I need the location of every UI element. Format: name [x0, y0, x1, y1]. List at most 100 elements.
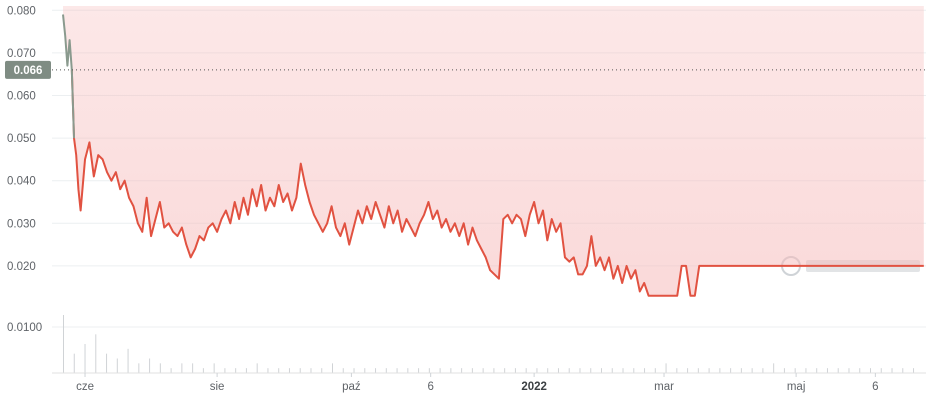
y-tick-label: 0.040 — [7, 176, 36, 188]
volume-bar — [902, 368, 904, 373]
y-axis: 0.080 0.070 0.060 0.050 0.040 0.030 0.020 0.010… — [7, 5, 42, 334]
volume-bar — [213, 363, 215, 373]
price-line-main — [70, 69, 924, 297]
volume-bar — [611, 368, 613, 373]
volume-bar — [235, 368, 237, 373]
y-tick-label: 0.030 — [7, 218, 36, 230]
volume-bar — [170, 368, 172, 373]
volume-bar — [568, 368, 570, 373]
volume-bar — [816, 368, 818, 373]
volume-bar — [106, 353, 108, 373]
y-tick-label: 0.020 — [7, 261, 36, 273]
volume-bar — [73, 353, 75, 373]
volume-bar — [708, 368, 710, 373]
volume-bar — [256, 363, 258, 373]
volume-bar — [450, 368, 452, 373]
volume-tick-label: 0.0100 — [7, 322, 42, 334]
volume-bar — [783, 368, 785, 373]
volume-bar — [826, 368, 828, 373]
volume-bar — [557, 368, 559, 373]
volume-bar — [762, 368, 764, 373]
volume-bar — [224, 368, 226, 373]
y-tick-label: 0.070 — [7, 48, 36, 60]
volume-bar — [418, 368, 420, 373]
volume-bar — [396, 368, 398, 373]
volume-bar — [310, 368, 312, 373]
volume-bar — [579, 368, 581, 373]
volume-bar — [245, 368, 247, 373]
volume-bar — [525, 368, 527, 373]
volume-bar — [644, 368, 646, 373]
volume-bar — [913, 368, 915, 373]
volume-bar — [138, 363, 140, 373]
volume-bar — [514, 368, 516, 373]
volume-bar — [321, 368, 323, 373]
x-tick-label: cze — [76, 381, 94, 393]
volume-bar — [192, 363, 194, 373]
y-tick-label: 0.050 — [7, 133, 36, 145]
volume-bar — [471, 368, 473, 373]
volume-bar — [482, 368, 484, 373]
x-tick-label: mar — [654, 381, 674, 393]
volume-bar — [665, 363, 667, 373]
volume-bar — [676, 368, 678, 373]
volume-bar — [654, 368, 656, 373]
volume-bar — [773, 363, 775, 373]
volume-bar — [332, 363, 334, 373]
volume-bar — [159, 363, 161, 373]
volume-bar — [299, 368, 301, 373]
price-line-early — [62, 14, 76, 139]
volume-bar — [407, 368, 409, 373]
volume-bar — [730, 368, 732, 373]
volume-bar — [342, 368, 344, 373]
y-tick-label: 0.060 — [7, 90, 36, 102]
volume-bar — [880, 368, 882, 373]
volume-bar — [805, 368, 807, 373]
volume-bar — [116, 358, 118, 373]
volume-bar — [740, 368, 742, 373]
volume-bar — [697, 368, 699, 373]
volume-bar — [149, 358, 151, 373]
volume-bar — [590, 368, 592, 373]
volume-bar — [601, 368, 603, 373]
volume-bar — [547, 368, 549, 373]
volume-bar — [719, 368, 721, 373]
price-area — [63, 6, 924, 296]
volume-bar — [891, 368, 893, 373]
x-tick-label: paź — [342, 381, 361, 393]
volume-bar — [202, 368, 204, 373]
volume-bar — [751, 368, 753, 373]
volume-bar — [794, 368, 796, 373]
volume-bar — [181, 363, 183, 373]
volume-bar — [859, 368, 861, 373]
x-axis: cze sie paź 6 2022 mar maj 6 — [52, 372, 926, 393]
current-price-label: 0.066 — [14, 65, 43, 77]
volume-bar — [267, 368, 269, 373]
x-tick-label: 2022 — [521, 381, 547, 393]
volume-bar — [622, 368, 624, 373]
x-tick-label: 6 — [872, 381, 878, 393]
volume-bar — [375, 368, 377, 373]
volume-bar — [288, 368, 290, 373]
volume-bar — [461, 368, 463, 373]
volume-bar — [837, 368, 839, 373]
current-price-badge-bg — [5, 60, 51, 79]
x-tick-label: maj — [787, 381, 806, 393]
volume-bar — [63, 315, 65, 373]
volume-bar — [428, 368, 430, 373]
current-price-badge: 0.066 — [5, 60, 51, 79]
x-tick-label: sie — [210, 381, 225, 393]
price-line — [52, 14, 926, 297]
y-tick-label: 0.080 — [7, 5, 36, 17]
volume-bar — [127, 348, 129, 373]
volume-bar — [504, 368, 506, 373]
volume-bar — [869, 368, 871, 373]
volume-bar — [536, 368, 538, 373]
volume-bar — [84, 344, 86, 373]
price-area-fill — [63, 6, 924, 296]
volume-bar — [278, 368, 280, 373]
volume-bar — [95, 334, 97, 373]
volume-bar — [687, 368, 689, 373]
volume-bar — [493, 368, 495, 373]
